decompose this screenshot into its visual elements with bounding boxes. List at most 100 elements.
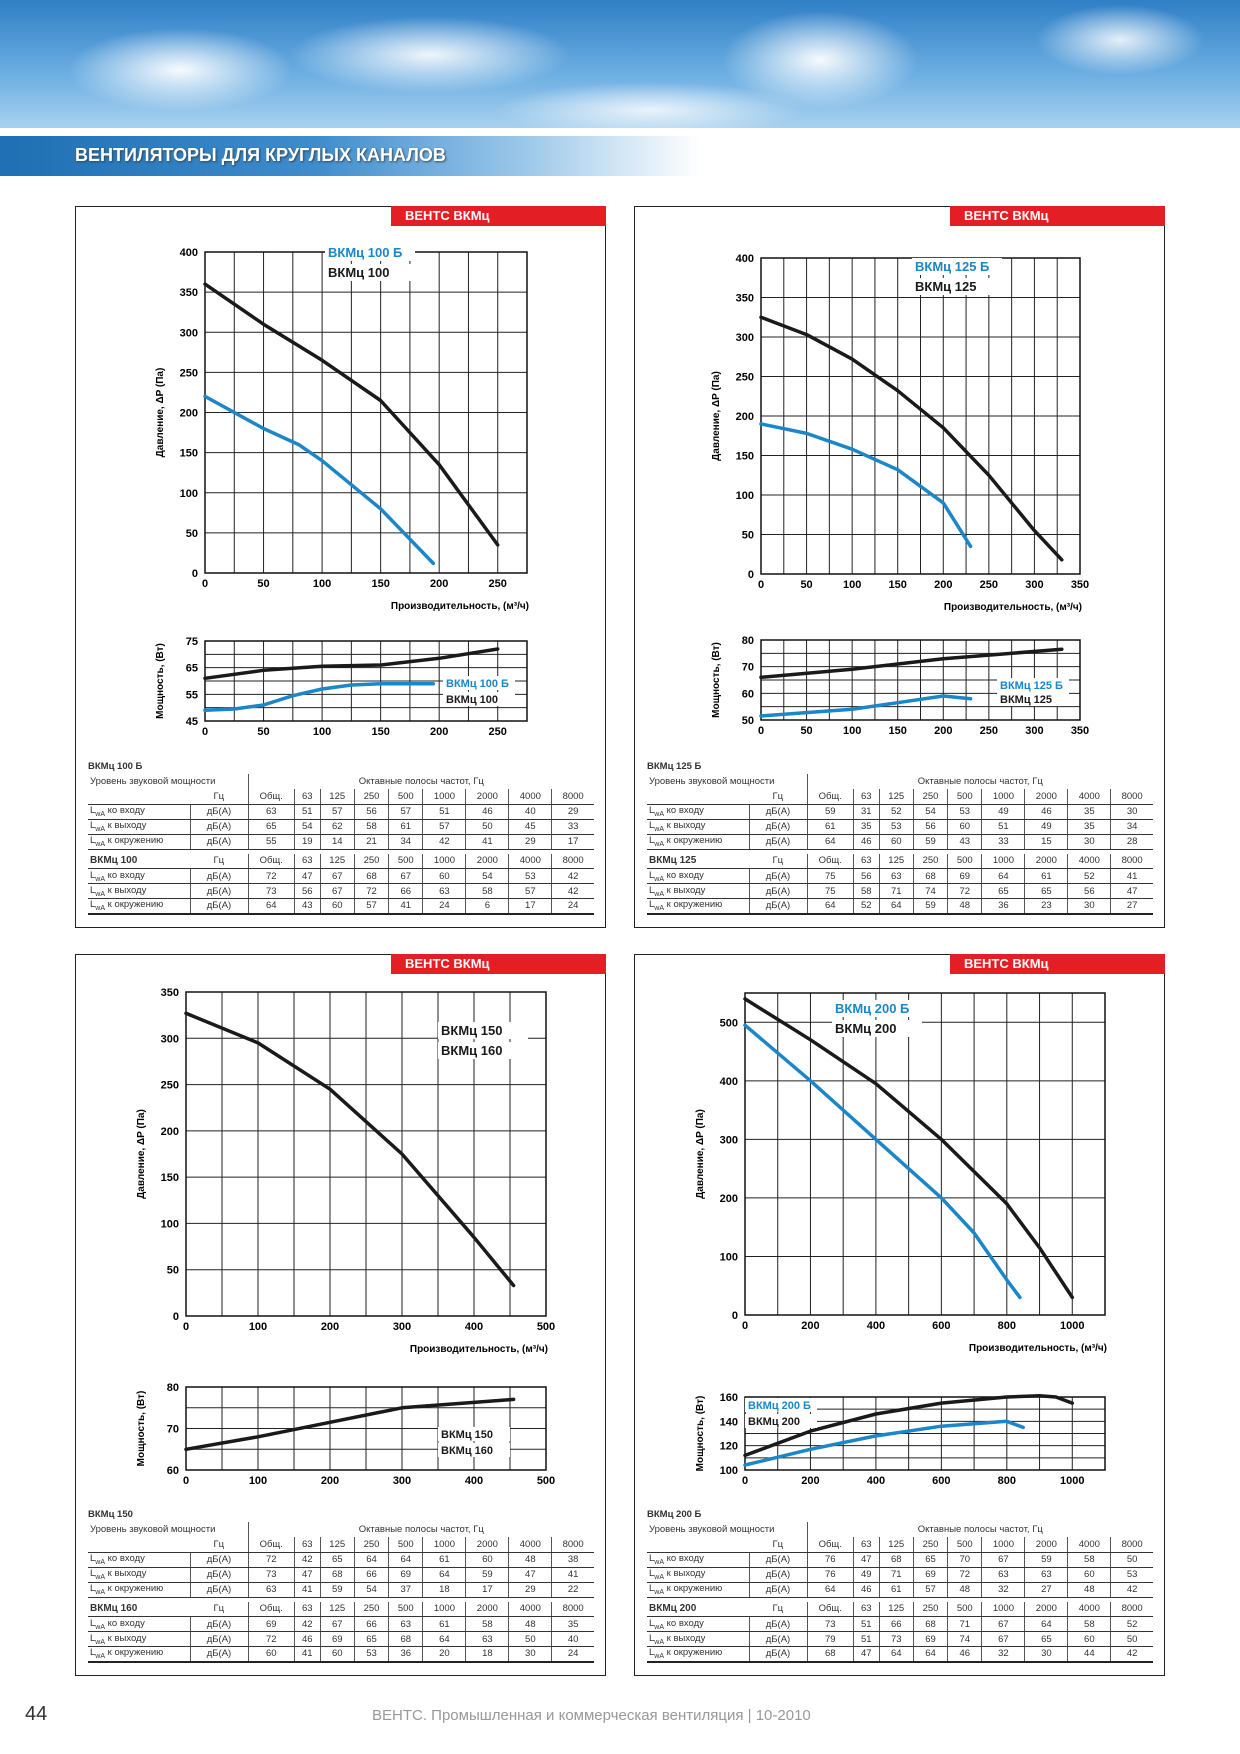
band-header: 2000 — [1024, 853, 1068, 869]
unit: дБ(А) — [748, 1616, 807, 1632]
value-cell: 41 — [1110, 868, 1153, 884]
value-cell: 52 — [1110, 1616, 1153, 1632]
y-tick-label: 50 — [167, 1265, 179, 1277]
x-tick-label: 0 — [742, 1320, 748, 1332]
value-cell: 42 — [1110, 1646, 1153, 1662]
brand-badge: ВЕНТС ВКМц — [950, 206, 1165, 226]
value-cell: 43 — [294, 898, 321, 914]
value-cell: 35 — [1067, 819, 1111, 835]
band-header: 250 — [353, 1601, 389, 1617]
value-cell: 42 — [1110, 1582, 1153, 1598]
table-row: LwA к окружению дБ(А) 64 52 64 59 48 36 23 30 27 — [647, 898, 1153, 914]
x-tick-label: 500 — [537, 1475, 555, 1487]
value-cell: 60 — [319, 898, 355, 914]
value-cell: 6 — [465, 898, 509, 914]
value-cell: 63 — [247, 1582, 295, 1598]
table-row: LwA к окружению дБ(А) 55 19 14 21 34 42 41 29 17 — [88, 834, 594, 850]
value-cell: 64 — [388, 1552, 423, 1568]
legend-bg — [997, 692, 1069, 706]
value-cell: 54 — [353, 1582, 389, 1598]
model-name: ВКМц 125 — [647, 853, 749, 869]
band-header: 125 — [878, 1537, 914, 1553]
row-label: LwA к окружению — [647, 898, 749, 914]
y-axis-label: Давление, ΔP (Па) — [155, 368, 166, 458]
table-row: LwA к выходу дБ(А) 61 35 53 56 60 51 49 35 34 — [647, 819, 1153, 835]
value-cell: 59 — [912, 834, 948, 850]
band-header: 63 — [853, 1601, 880, 1617]
value-cell: 71 — [947, 1616, 982, 1632]
x-axis-label: Производительность, (м³/ч) — [391, 601, 529, 612]
band-header: 125 — [878, 853, 914, 869]
sound-table: Уровень звуковой мощности Октавные полосы… — [88, 1522, 594, 1598]
sound-level-label: Уровень звуковой мощности — [90, 1524, 216, 1535]
x-tick-label: 350 — [1071, 579, 1089, 591]
x-tick-label: 200 — [934, 725, 952, 737]
y-tick-label: 250 — [736, 372, 754, 384]
y-tick-label: 200 — [736, 411, 754, 423]
brand-badge: ВЕНТС ВКМц — [950, 954, 1165, 974]
x-tick-label: 300 — [393, 1321, 411, 1333]
x-tick-label: 200 — [430, 578, 448, 590]
octave-bands-label: Октавные полосы частот, Гц — [247, 774, 594, 789]
unit: дБ(А) — [748, 898, 807, 914]
value-cell: 24 — [422, 898, 466, 914]
power-chart: 0 50 100 150 200 250 300 350 50 60 70 80 Мощность, (… — [711, 635, 1089, 737]
band-header: 8000 — [1110, 1601, 1153, 1617]
row-label: LwA ко входу — [647, 868, 749, 884]
band-header: 1000 — [981, 853, 1025, 869]
band-header: 2000 — [465, 853, 509, 869]
value-cell: 35 — [551, 1616, 594, 1632]
sound-table: ВКМц 125 Гц Общ. 63 125 250 500 1000 2000 4000 800… — [647, 853, 1153, 915]
unit: дБ(А) — [189, 819, 248, 835]
value-cell: 46 — [1024, 804, 1068, 820]
value-cell: 68 — [319, 1567, 355, 1583]
legend-entry: ВКМц 150 — [441, 1429, 493, 1441]
y-tick-label: 120 — [720, 1441, 738, 1453]
band-header: 500 — [947, 1537, 982, 1553]
table-row: LwA к окружению дБ(А) 64 46 61 57 48 32 27 48 42 — [647, 1582, 1153, 1598]
band-header: 8000 — [551, 789, 594, 805]
value-cell: 50 — [1110, 1631, 1153, 1647]
panel-vkmts-100: ВЕНТС ВКМц 0 50 100 150 200 250 0 50 100 150 200 250… — [75, 206, 606, 928]
x-tick-label: 250 — [489, 578, 507, 590]
pressure-chart: 0 50 100 150 200 250 0 50 100 150 200 250 300 350 400 Д… — [155, 244, 529, 612]
sky-banner — [0, 0, 1240, 128]
legend-entry: ВКМц 100 Б — [446, 678, 509, 690]
value-cell: 65 — [247, 819, 295, 835]
x-tick-label: 400 — [867, 1475, 885, 1487]
x-axis-label: Производительность, (м³/ч) — [969, 1343, 1107, 1354]
value-cell: 68 — [912, 868, 948, 884]
value-cell: 60 — [422, 868, 466, 884]
x-tick-label: 500 — [537, 1321, 555, 1333]
y-tick-label: 100 — [720, 1251, 738, 1263]
value-cell: 42 — [422, 834, 466, 850]
band-header: 1000 — [422, 853, 466, 869]
value-cell: 72 — [947, 883, 982, 899]
sound-power-table: ВКМц 125 Б Уровень звуковой мощности Октав… — [647, 759, 1153, 915]
value-cell: 30 — [1024, 1646, 1068, 1662]
value-cell: 40 — [508, 804, 552, 820]
value-cell: 69 — [388, 1567, 423, 1583]
total-header: Общ. — [247, 1537, 295, 1553]
value-cell: 61 — [422, 1616, 466, 1632]
value-cell: 63 — [878, 868, 914, 884]
value-cell: 23 — [1024, 898, 1068, 914]
model-name: ВКМц 160 — [88, 1601, 190, 1617]
x-tick-label: 200 — [801, 1320, 819, 1332]
row-label: LwA к окружению — [88, 1646, 190, 1662]
y-tick-label: 55 — [186, 689, 198, 701]
pressure-chart: 0 100 200 300 400 500 0 50 100 150 200 250 300 350 Дав… — [136, 987, 555, 1355]
sound-power-table: ВКМц 200 Б Уровень звуковой мощности Октав… — [647, 1507, 1153, 1663]
hz-label: Гц — [749, 853, 807, 869]
sound-table: ВКМц 100 Гц Общ. 63 125 250 500 1000 2000 4000 800… — [88, 853, 594, 915]
x-tick-label: 400 — [465, 1321, 483, 1333]
value-cell: 41 — [388, 898, 423, 914]
value-cell: 53 — [353, 1646, 389, 1662]
series-line-ВКМц-200 — [743, 997, 1075, 1300]
y-tick-label: 65 — [186, 663, 198, 675]
pressure-chart: 0 200 400 600 800 1000 0 100 200 300 400 500 Давлени… — [695, 992, 1107, 1354]
value-cell: 34 — [1110, 819, 1153, 835]
value-cell: 60 — [465, 1552, 509, 1568]
value-cell: 65 — [1024, 1631, 1068, 1647]
legend-entry: ВКМц 200 — [835, 1021, 896, 1036]
